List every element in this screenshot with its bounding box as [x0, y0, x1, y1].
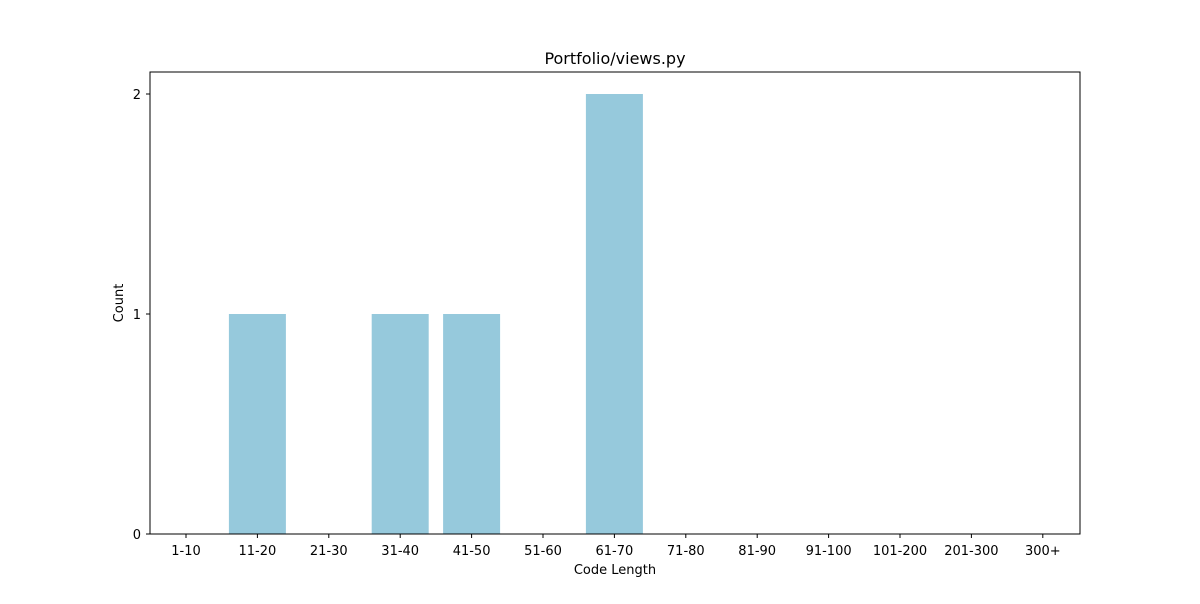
y-axis-ticks: 0 1 2 [133, 88, 150, 543]
y-tick-label: 2 [133, 88, 141, 103]
y-tick-label: 0 [133, 528, 141, 543]
x-axis-label: Code Length [574, 563, 656, 578]
x-tick-label: 61-70 [596, 544, 634, 559]
x-tick-label: 21-30 [310, 544, 348, 559]
plot-frame [149, 71, 1081, 535]
bar-31-40 [371, 314, 429, 534]
bar-11-20 [228, 314, 286, 534]
x-tick-label: 201-300 [944, 544, 998, 559]
x-tick-label: 71-80 [667, 544, 705, 559]
x-tick-label: 300+ [1025, 544, 1061, 559]
x-tick-label: 101-200 [873, 544, 927, 559]
y-axis-label: Count [112, 284, 127, 323]
bar-41-50 [443, 314, 501, 534]
y-tick-label: 1 [133, 308, 141, 323]
bars-layer [228, 94, 643, 534]
chart-title: Portfolio/views.py [544, 49, 685, 68]
x-tick-label: 81-90 [738, 544, 776, 559]
bar-61-70 [585, 94, 643, 534]
x-tick-label: 91-100 [806, 544, 852, 559]
x-tick-label: 11-20 [239, 544, 277, 559]
x-tick-label: 41-50 [453, 544, 491, 559]
x-tick-label: 51-60 [524, 544, 562, 559]
x-tick-label: 31-40 [381, 544, 419, 559]
x-axis-ticks: 1-10 11-20 21-30 31-40 41-50 51-60 61-70 71-80 8… [171, 534, 1061, 559]
x-tick-label: 1-10 [171, 544, 201, 559]
